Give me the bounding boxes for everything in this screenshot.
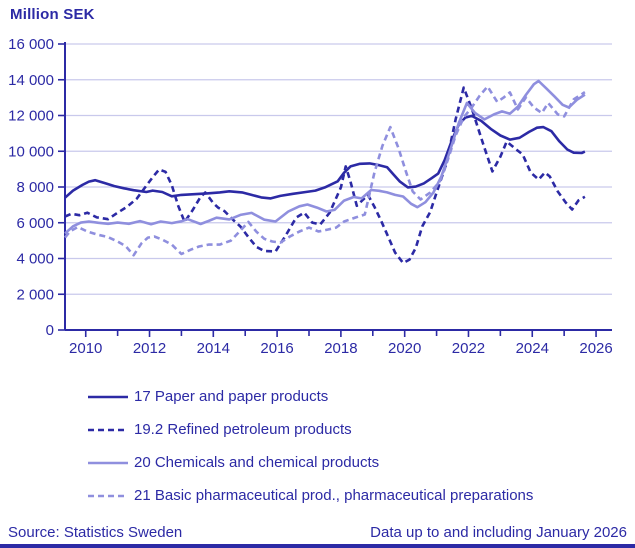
y-axis-tick-label: 6 000 — [16, 215, 54, 232]
series-line-4 — [63, 85, 586, 257]
series-line-1 — [64, 114, 586, 200]
legend-line-sample — [88, 494, 128, 497]
x-axis-tick-label: 2020 — [388, 340, 421, 357]
y-axis-tick-label: 2 000 — [16, 286, 54, 303]
legend-item-4: 21 Basic pharmaceutical prod., pharmaceu… — [88, 479, 533, 512]
data-coverage-text: Data up to and including January 2026 — [370, 524, 627, 541]
chart-footer: Source: Statistics Sweden Data up to and… — [8, 524, 627, 541]
x-axis-tick-label: 2014 — [197, 340, 230, 357]
source-text: Source: Statistics Sweden — [8, 524, 183, 541]
legend-label: 21 Basic pharmaceutical prod., pharmaceu… — [134, 487, 534, 504]
y-axis-tick-label: 0 — [46, 322, 54, 339]
series-line-2 — [64, 86, 586, 265]
y-axis-tick-label: 16 000 — [8, 36, 54, 53]
legend-line-sample — [88, 461, 128, 464]
legend-label: 17 Paper and paper products — [134, 388, 329, 405]
y-axis-tick-label: 14 000 — [8, 72, 54, 89]
y-axis-tick-label: 4 000 — [16, 251, 54, 268]
legend-line-sample — [88, 428, 128, 431]
legend-label: 19.2 Refined petroleum products — [134, 421, 352, 438]
y-axis-tick-label: 10 000 — [8, 143, 54, 160]
legend-item-2: 19.2 Refined petroleum products — [88, 413, 533, 446]
chart-title: Million SEK — [10, 6, 95, 23]
x-axis-tick-label: 2016 — [260, 340, 293, 357]
legend-line-sample — [88, 395, 128, 398]
legend-item-3: 20 Chemicals and chemical products — [88, 446, 533, 479]
legend-item-1: 17 Paper and paper products — [88, 380, 533, 413]
legend-label: 20 Chemicals and chemical products — [134, 454, 380, 471]
x-axis-tick-label: 2022 — [452, 340, 485, 357]
x-axis-tick-label: 2010 — [69, 340, 102, 357]
x-axis-tick-label: 2012 — [133, 340, 166, 357]
x-axis-tick-label: 2024 — [516, 340, 549, 357]
y-axis-tick-label: 8 000 — [16, 179, 54, 196]
y-axis-tick-label: 12 000 — [8, 108, 54, 125]
series-line-3 — [64, 79, 586, 235]
x-axis-tick-label: 2018 — [324, 340, 357, 357]
chart-legend: 17 Paper and paper products 19.2 Refined … — [88, 380, 533, 512]
x-axis-tick-label: 2026 — [579, 340, 612, 357]
bottom-accent-bar — [0, 544, 635, 548]
line-chart-plot-area: 0 2 000 4 000 6 000 8 000 10 000 12 000 14 000 1… — [8, 36, 613, 357]
